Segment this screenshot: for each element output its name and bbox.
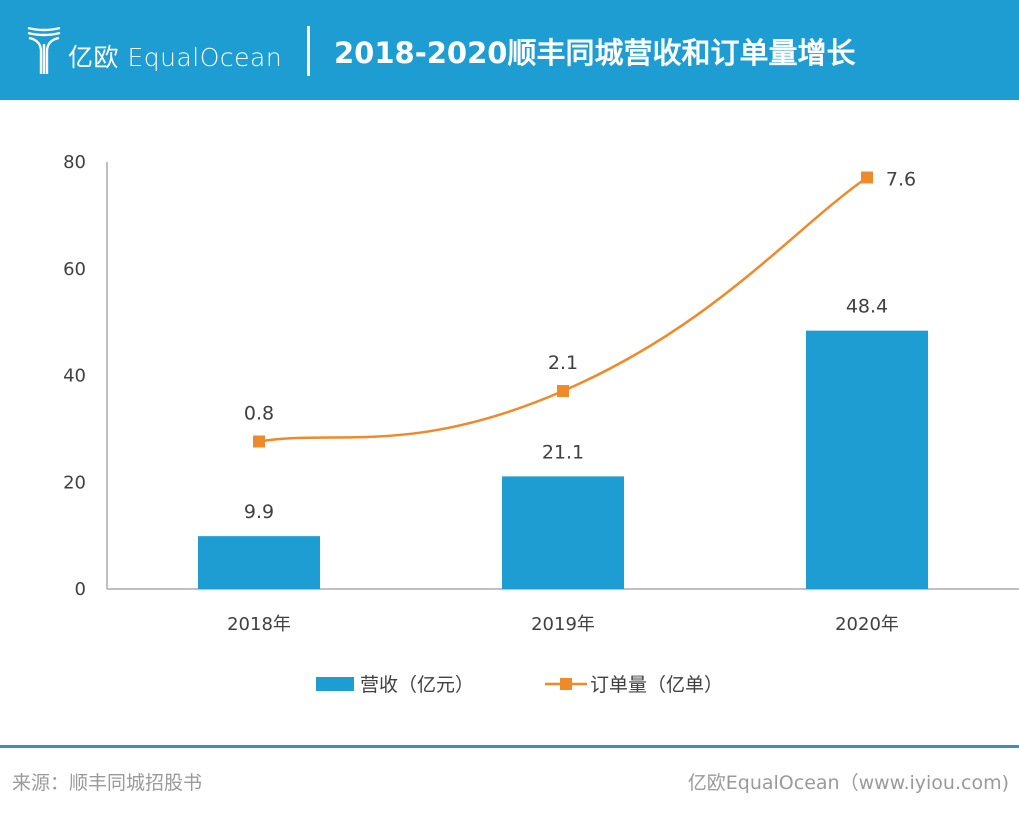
logo: 亿欧 EqualOcean — [26, 24, 282, 76]
y-tick-label: 40 — [63, 366, 86, 387]
line-data-label: 0.8 — [244, 402, 274, 424]
legend-line-label: 订单量（亿单） — [590, 674, 723, 696]
header: 亿欧 EqualOcean 2018-2020顺丰同城营收和订单量增长 — [0, 0, 1019, 100]
x-tick-label: 2020年 — [835, 614, 899, 635]
chart: 0 20 40 60 80 2018年 2019年 2020年 9.9 21.1 48.4 0.8 2.… — [63, 152, 1019, 696]
bar-data-label: 21.1 — [542, 441, 584, 463]
y-tick-label: 20 — [63, 472, 86, 493]
bar — [198, 536, 320, 589]
chart-title: 2018-2020顺丰同城营收和订单量增长 — [334, 36, 856, 70]
x-tick-label: 2018年 — [227, 614, 291, 635]
footer-divider — [0, 745, 1019, 748]
legend-bar-label: 营收（亿元） — [360, 674, 474, 696]
line-marker — [557, 385, 569, 398]
bar — [806, 330, 928, 589]
legend-line-marker — [560, 678, 572, 690]
bar-data-label: 9.9 — [244, 501, 274, 523]
credit-text: 亿欧EqualOcean（www.iyiou.com) — [687, 772, 1009, 794]
y-tick-label: 0 — [75, 579, 86, 600]
bar-data-label: 48.4 — [846, 296, 888, 318]
source-text: 来源：顺丰同城招股书 — [12, 772, 203, 794]
logo-icon — [27, 26, 61, 74]
y-tick-label: 80 — [63, 152, 86, 173]
line-data-label: 2.1 — [548, 352, 578, 374]
x-tick-label: 2019年 — [531, 614, 595, 635]
legend-bar-swatch — [316, 677, 354, 691]
y-tick-label: 60 — [63, 259, 86, 280]
line-marker — [861, 171, 873, 184]
header-divider — [307, 26, 310, 76]
logo-text: 亿欧 EqualOcean — [68, 43, 283, 72]
order-line — [258, 176, 868, 443]
bar — [502, 476, 624, 589]
line-marker — [253, 435, 265, 448]
line-data-label: 7.6 — [886, 169, 916, 191]
